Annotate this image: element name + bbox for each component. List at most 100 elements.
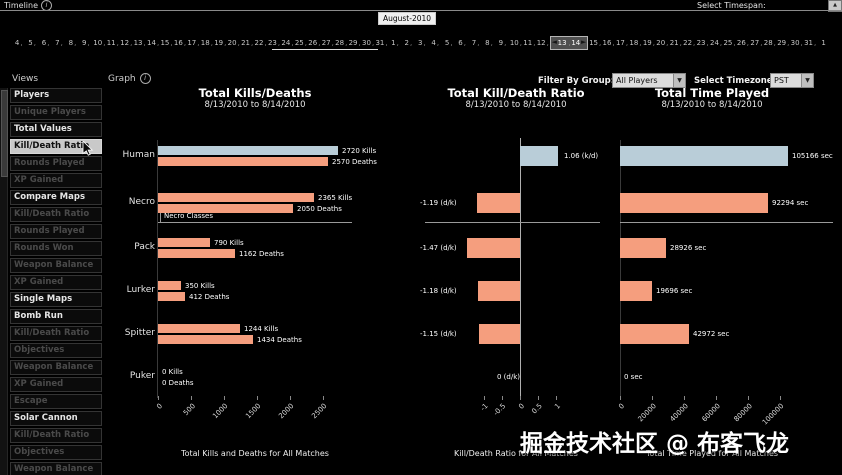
timeline-day[interactable]: 16, bbox=[602, 38, 615, 47]
timeline-day[interactable]: 13, bbox=[133, 38, 146, 47]
sidebar-item-rounds-played[interactable]: Rounds Played bbox=[10, 224, 102, 239]
timeline-day[interactable]: 12, bbox=[120, 38, 133, 47]
timezone-dropdown[interactable]: PST ▼ bbox=[770, 73, 814, 88]
sidebar-item-players[interactable]: Players bbox=[10, 88, 102, 103]
timeline-day[interactable]: 30, bbox=[362, 38, 375, 47]
timeline-day[interactable]: 20, bbox=[227, 38, 240, 47]
timeline-day[interactable]: 23, bbox=[696, 38, 709, 47]
sidebar-scrollbar-thumb[interactable] bbox=[1, 90, 8, 177]
filter-group-value: All Players bbox=[616, 76, 658, 85]
timeline-day[interactable]: 31, bbox=[375, 38, 388, 47]
timeline-day[interactable]: 6, bbox=[41, 38, 50, 47]
time-bar-lurker bbox=[620, 281, 652, 301]
timeline-day[interactable]: 19, bbox=[214, 38, 227, 47]
sidebar-item-objectives[interactable]: Objectives bbox=[10, 445, 102, 460]
timeline-day[interactable]: 31, bbox=[804, 38, 817, 47]
sidebar-item-weapon-balance[interactable]: Weapon Balance bbox=[10, 258, 102, 273]
filter-group-dropdown[interactable]: All Players ▼ bbox=[612, 73, 686, 88]
timeline-day[interactable]: 23, bbox=[267, 38, 281, 47]
timeline-day[interactable]: 26, bbox=[736, 38, 750, 47]
timeline-day[interactable]: 25, bbox=[723, 38, 736, 47]
sidebar-item-total-values[interactable]: Total Values bbox=[10, 122, 102, 137]
timeline-day[interactable]: 21, bbox=[669, 38, 682, 47]
timeline-day[interactable]: 4, bbox=[14, 38, 23, 47]
timeline-day[interactable]: 1, bbox=[391, 38, 399, 47]
timeline-day[interactable]: 5, bbox=[444, 38, 453, 47]
timeline-day[interactable]: 30, bbox=[790, 38, 803, 47]
timeline-day[interactable]: 24, bbox=[710, 38, 723, 47]
timeline-day[interactable]: 11, bbox=[106, 38, 119, 47]
sidebar-item-kill-death-ratio[interactable]: Kill/Death Ratio bbox=[10, 326, 102, 341]
timeline-day[interactable]: 3, bbox=[417, 38, 426, 47]
timeline-day[interactable]: 21, bbox=[241, 38, 254, 47]
timeline-day[interactable]: 4, bbox=[431, 38, 440, 47]
timeline-day[interactable]: 28, bbox=[763, 38, 776, 47]
sidebar-item-kill-death-ratio[interactable]: Kill/Death Ratio bbox=[10, 139, 102, 154]
range-left-handle-icon[interactable]: ◄ bbox=[551, 38, 557, 46]
timeline-day[interactable]: 7, bbox=[55, 38, 63, 47]
sidebar-item-rounds-won[interactable]: Rounds Won bbox=[10, 241, 102, 256]
timeline-day[interactable]: 28, bbox=[335, 38, 348, 47]
timeline-day[interactable]: 19, bbox=[642, 38, 655, 47]
sidebar-item-weapon-balance[interactable]: Weapon Balance bbox=[10, 462, 102, 475]
timeline-day[interactable]: 15, bbox=[589, 38, 602, 47]
timeline-day[interactable]: 9, bbox=[82, 38, 90, 47]
sidebar-item-rounds-played[interactable]: Rounds Played bbox=[10, 156, 102, 171]
timeline-day[interactable]: 18, bbox=[200, 38, 213, 47]
timeline-day[interactable]: 14, bbox=[147, 38, 160, 47]
category-label-human: Human bbox=[122, 150, 155, 160]
sidebar-item-weapon-balance[interactable]: Weapon Balance bbox=[10, 360, 102, 375]
timeline-day[interactable]: 25, bbox=[294, 38, 307, 47]
timeline-day[interactable]: 2, bbox=[404, 38, 413, 47]
timeline-day-selected[interactable]: 14 bbox=[571, 38, 581, 47]
timeline-day[interactable]: 16, bbox=[173, 38, 187, 47]
timeline-day[interactable]: 10, bbox=[93, 38, 106, 47]
sidebar-item-escape[interactable]: Escape bbox=[10, 394, 102, 409]
timeline-day[interactable]: 18, bbox=[629, 38, 642, 47]
timeline-day[interactable]: 22, bbox=[254, 38, 267, 47]
timeline-day[interactable]: 26, bbox=[308, 38, 321, 47]
timeline-day[interactable]: 22, bbox=[683, 38, 696, 47]
time-bar-spitter bbox=[620, 324, 689, 344]
timeline-day[interactable]: 9, bbox=[498, 38, 507, 47]
timeline-day[interactable]: 29, bbox=[348, 38, 361, 47]
range-right-handle-icon[interactable]: ► bbox=[581, 38, 587, 46]
sidebar-item-xp-gained[interactable]: XP Gained bbox=[10, 377, 102, 392]
timeline-day[interactable]: 8, bbox=[485, 38, 493, 47]
timeline-day[interactable]: 12, bbox=[536, 38, 549, 47]
timeline-selected-range[interactable]: ◄ 13, 14 ► bbox=[549, 35, 589, 50]
chart1-tick-label-5: 2500 bbox=[310, 402, 329, 421]
timeline-day[interactable]: 27, bbox=[750, 38, 763, 47]
timeline-day[interactable]: 11, bbox=[523, 38, 536, 47]
sidebar-item-unique-players[interactable]: Unique Players bbox=[10, 105, 102, 120]
sidebar-item-compare-maps[interactable]: Compare Maps bbox=[10, 190, 102, 205]
timeline-day[interactable]: 8, bbox=[68, 38, 77, 47]
chart1-necro-divider bbox=[158, 222, 352, 223]
timeline-day[interactable]: 10, bbox=[509, 38, 522, 47]
timeline-day[interactable]: 5, bbox=[28, 38, 36, 47]
timeline-day[interactable]: 17, bbox=[615, 38, 629, 47]
timeline-day[interactable]: 7, bbox=[471, 38, 480, 47]
sidebar-item-kill-death-ratio[interactable]: Kill/Death Ratio bbox=[10, 207, 102, 222]
timeline-day[interactable]: 1 bbox=[821, 38, 826, 47]
timeline-day[interactable]: 15, bbox=[160, 38, 173, 47]
timeline-day[interactable]: 29, bbox=[777, 38, 790, 47]
chevron-down-icon[interactable]: ▼ bbox=[801, 74, 813, 87]
sidebar-item-solar-cannon[interactable]: Solar Cannon bbox=[10, 411, 102, 426]
chevron-down-icon[interactable]: ▼ bbox=[673, 74, 685, 87]
timeline-day[interactable]: 24, bbox=[281, 38, 294, 47]
graph-info-icon[interactable]: i bbox=[139, 73, 151, 84]
sidebar-item-xp-gained[interactable]: XP Gained bbox=[10, 275, 102, 290]
timeline-day-selected[interactable]: 13 bbox=[557, 38, 567, 47]
sidebar-item-kill-death-ratio[interactable]: Kill/Death Ratio bbox=[10, 428, 102, 443]
sidebar-item-bomb-run[interactable]: Bomb Run bbox=[10, 309, 102, 324]
sidebar-scrollbar-track[interactable] bbox=[0, 88, 8, 475]
sidebar-item-single-maps[interactable]: Single Maps bbox=[10, 292, 102, 307]
sidebar-item-objectives[interactable]: Objectives bbox=[10, 343, 102, 358]
timeline-day[interactable]: 6, bbox=[458, 38, 466, 47]
timeline-days-row[interactable]: 4, 5, 6, 7, 8, 9, 10, 11, 12, 13, 14, 15, 16, 17, 18, 1… bbox=[12, 35, 830, 50]
timeline-day[interactable]: 20, bbox=[656, 38, 669, 47]
timeline-day[interactable]: 17, bbox=[187, 38, 200, 47]
sidebar-item-xp-gained[interactable]: XP Gained bbox=[10, 173, 102, 188]
timeline-day[interactable]: 27, bbox=[321, 38, 334, 47]
